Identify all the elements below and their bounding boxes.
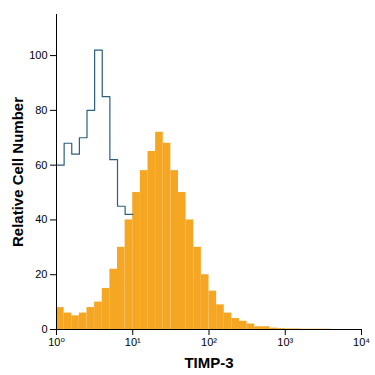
svg-text:10¹: 10¹ bbox=[125, 336, 141, 348]
svg-text:20: 20 bbox=[35, 268, 47, 280]
svg-text:100: 100 bbox=[29, 49, 47, 61]
svg-text:10²: 10² bbox=[201, 336, 217, 348]
svg-text:80: 80 bbox=[35, 104, 47, 116]
svg-text:TIMP-3: TIMP-3 bbox=[184, 354, 233, 371]
svg-text:10⁴: 10⁴ bbox=[353, 336, 370, 348]
svg-text:40: 40 bbox=[35, 213, 47, 225]
svg-text:Relative Cell Number: Relative Cell Number bbox=[9, 97, 26, 247]
svg-text:0: 0 bbox=[41, 323, 47, 335]
svg-text:10⁰: 10⁰ bbox=[48, 336, 65, 348]
svg-text:60: 60 bbox=[35, 159, 47, 171]
svg-text:10³: 10³ bbox=[277, 336, 293, 348]
